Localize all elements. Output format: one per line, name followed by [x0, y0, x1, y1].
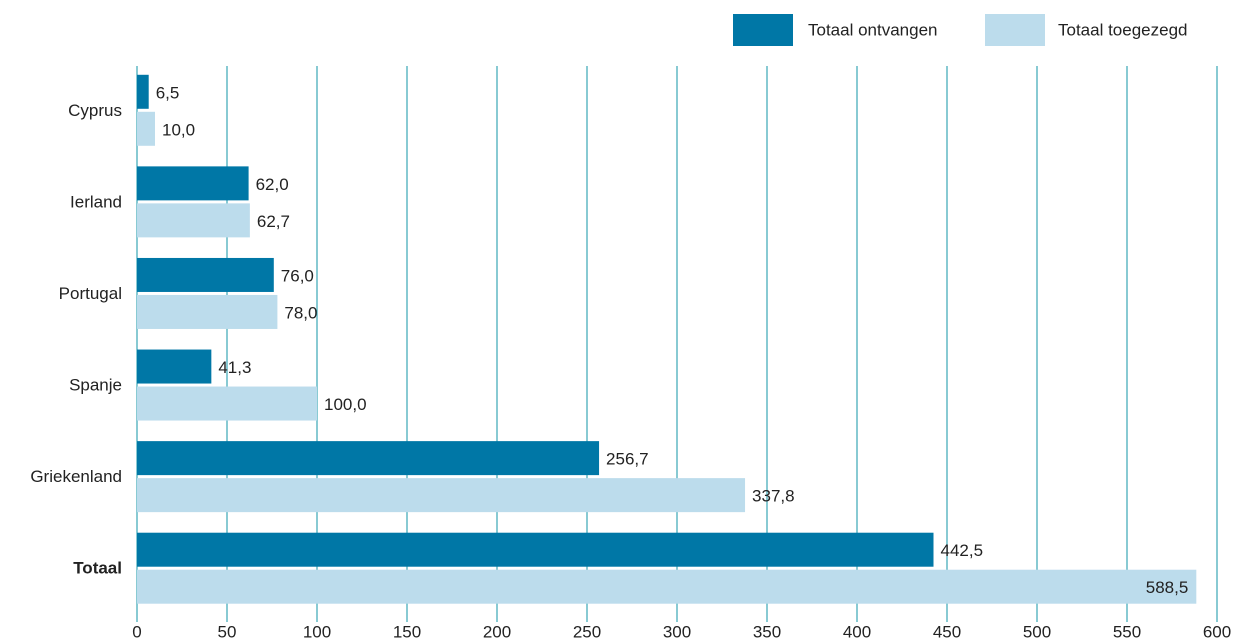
x-tick-label: 400: [843, 622, 871, 641]
legend-label: Totaal ontvangen: [808, 20, 938, 39]
value-label: 588,5: [1146, 578, 1189, 597]
bar: [137, 111, 155, 146]
bar: [137, 166, 249, 201]
value-label: 41,3: [218, 358, 251, 377]
x-tick-label: 100: [303, 622, 331, 641]
bar: [137, 441, 600, 476]
y-tick-label: Totaal: [73, 559, 122, 578]
x-tick-label: 150: [393, 622, 421, 641]
bar: [137, 569, 1197, 604]
value-label: 6,5: [156, 83, 180, 102]
value-label: 76,0: [281, 266, 314, 285]
bar: [137, 74, 149, 109]
bar: [137, 349, 212, 384]
value-label: 62,7: [257, 212, 290, 231]
value-label: 256,7: [606, 450, 649, 469]
y-tick-label: Cyprus: [68, 101, 122, 120]
value-label: 78,0: [284, 303, 317, 322]
value-label: 100,0: [324, 395, 367, 414]
y-tick-label: Spanje: [69, 376, 122, 395]
bar: [137, 257, 274, 292]
y-tick-label: Ierland: [70, 192, 122, 211]
bar: [137, 386, 317, 421]
x-tick-label: 50: [218, 622, 237, 641]
bar: [137, 203, 250, 238]
bar: [137, 532, 934, 567]
value-label: 62,0: [256, 175, 289, 194]
x-tick-label: 350: [753, 622, 781, 641]
value-label: 10,0: [162, 120, 195, 139]
bar: [137, 478, 746, 513]
bar: [137, 294, 278, 329]
legend-swatch: [733, 14, 793, 46]
y-tick-label: Griekenland: [30, 467, 122, 486]
value-label: 337,8: [752, 487, 795, 506]
x-tick-label: 300: [663, 622, 691, 641]
x-tick-label: 250: [573, 622, 601, 641]
x-tick-label: 600: [1203, 622, 1231, 641]
x-tick-label: 550: [1113, 622, 1141, 641]
legend-label: Totaal toegezegd: [1058, 20, 1188, 39]
y-tick-label: Portugal: [59, 284, 122, 303]
legend-swatch: [985, 14, 1045, 46]
value-label: 442,5: [941, 541, 984, 560]
x-tick-label: 500: [1023, 622, 1051, 641]
x-tick-label: 0: [132, 622, 141, 641]
x-tick-label: 450: [933, 622, 961, 641]
x-tick-label: 200: [483, 622, 511, 641]
